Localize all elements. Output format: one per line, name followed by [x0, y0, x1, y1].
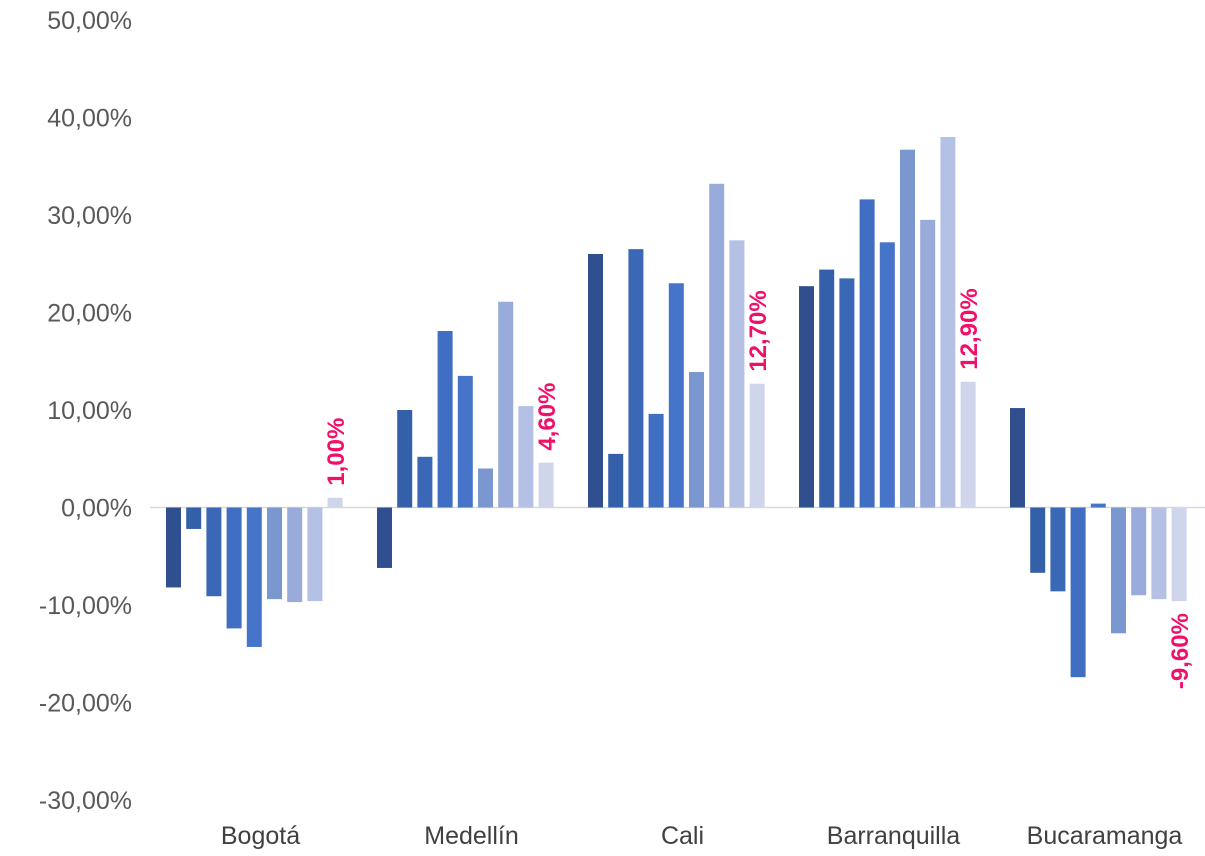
category-label: Bogotá — [221, 822, 300, 850]
bar — [628, 249, 644, 508]
bar — [819, 269, 835, 508]
bar — [689, 371, 704, 508]
bar — [518, 406, 534, 508]
bar — [1050, 507, 1066, 592]
y-tick-label: 40,00% — [47, 105, 132, 133]
y-tick-label: -10,00% — [39, 592, 132, 620]
bar — [1171, 507, 1187, 602]
category-label: Cali — [661, 822, 704, 850]
bar — [1030, 507, 1046, 573]
y-tick-label: 50,00% — [47, 7, 132, 35]
data-label: 1,00% — [323, 418, 350, 486]
category-label: Barranquilla — [827, 822, 961, 850]
bar — [457, 375, 473, 508]
bar — [839, 278, 855, 508]
data-label: 12,90% — [956, 288, 983, 369]
y-tick-label: 20,00% — [47, 300, 132, 328]
bar — [417, 456, 433, 508]
bar — [246, 507, 262, 647]
bar — [960, 381, 976, 508]
bar — [1090, 503, 1106, 508]
data-label: 4,60% — [534, 383, 561, 451]
bar — [799, 286, 814, 508]
bar — [1151, 507, 1167, 600]
bar — [206, 507, 222, 597]
data-label: 12,70% — [745, 290, 772, 371]
bar — [397, 410, 413, 508]
bar-series-group — [166, 137, 1187, 678]
bar — [498, 301, 514, 508]
bar — [900, 149, 915, 508]
bar — [538, 462, 554, 508]
bar — [608, 453, 624, 508]
bar — [1010, 408, 1025, 508]
data-label: -9,60% — [1167, 613, 1194, 689]
bar — [879, 242, 895, 508]
y-tick-label: 0,00% — [61, 495, 132, 523]
bar — [267, 507, 282, 600]
y-axis: 50,00% 40,00% 30,00% 20,00% 10,00% 0,00% -10,0… — [39, 7, 132, 815]
bar — [940, 137, 956, 508]
y-tick-label: -20,00% — [39, 690, 132, 718]
bar — [1131, 507, 1147, 596]
y-tick-label: -30,00% — [39, 787, 132, 815]
y-tick-label: 30,00% — [47, 202, 132, 230]
bar — [859, 199, 875, 508]
bar — [709, 183, 725, 508]
bar — [327, 497, 343, 508]
bar — [307, 507, 323, 602]
y-tick-label: 10,00% — [47, 397, 132, 425]
category-label: Bucaramanga — [1027, 822, 1183, 850]
bar — [749, 383, 765, 508]
data-labels-group: 1,00% 4,60% 12,70% 12,90% -9,60% — [323, 288, 1194, 689]
bar — [729, 240, 745, 508]
bar — [437, 331, 453, 508]
bar — [166, 507, 181, 588]
bar — [226, 507, 242, 629]
bar — [186, 507, 202, 529]
bar — [1111, 507, 1126, 634]
bar — [648, 413, 664, 508]
bar — [920, 219, 936, 508]
bar — [588, 254, 603, 508]
category-label: Medellín — [424, 822, 519, 850]
bar — [377, 507, 392, 568]
bar — [287, 507, 303, 603]
bar — [1070, 507, 1086, 678]
bar — [668, 283, 684, 508]
x-axis: Bogotá Medellín Cali Barranquilla Bucaramang… — [221, 822, 1183, 850]
bar — [478, 468, 493, 508]
